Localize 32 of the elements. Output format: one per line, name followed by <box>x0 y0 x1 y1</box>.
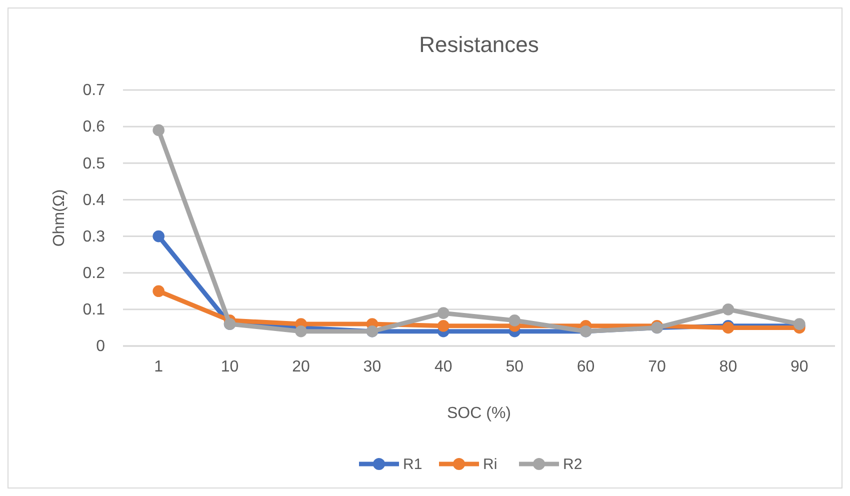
y-tick-label: 0.4 <box>82 192 106 209</box>
point <box>152 285 165 298</box>
legend-label: R2 <box>563 456 582 473</box>
point <box>295 325 307 338</box>
y-tick-label: 0.2 <box>82 264 106 282</box>
x-tick-label: 30 <box>363 358 382 376</box>
y-tick-label: 0.5 <box>82 155 106 172</box>
y-tick-label: 0.6 <box>82 118 106 136</box>
x-tick-label: 10 <box>220 358 239 376</box>
legend-label: Ri <box>483 456 498 473</box>
x-tick-label: 1 <box>154 358 164 376</box>
point <box>152 124 165 136</box>
x-axis-title: SOC (%) <box>447 405 511 422</box>
x-tick-label: 40 <box>434 358 452 376</box>
point <box>437 320 450 332</box>
point <box>152 230 165 242</box>
y-tick-label: 0.3 <box>82 228 106 246</box>
point <box>508 314 521 326</box>
x-tick-label: 20 <box>292 358 310 376</box>
chart-title: Resistances <box>419 32 539 57</box>
y-tick-label: 0.1 <box>82 302 106 319</box>
x-tick-label: 70 <box>648 358 666 376</box>
y-tick-label: 0 <box>96 338 106 356</box>
x-tick-label: 60 <box>576 358 595 376</box>
x-tick-label: 90 <box>790 358 808 376</box>
point <box>437 307 450 319</box>
point <box>722 304 734 316</box>
x-tick-label: 80 <box>719 358 738 376</box>
x-tick-label: 50 <box>506 358 524 376</box>
y-axis-title: Ohm(Ω) <box>51 189 68 247</box>
y-tick-label: 0.7 <box>82 82 106 100</box>
legend-label: R1 <box>403 456 422 473</box>
